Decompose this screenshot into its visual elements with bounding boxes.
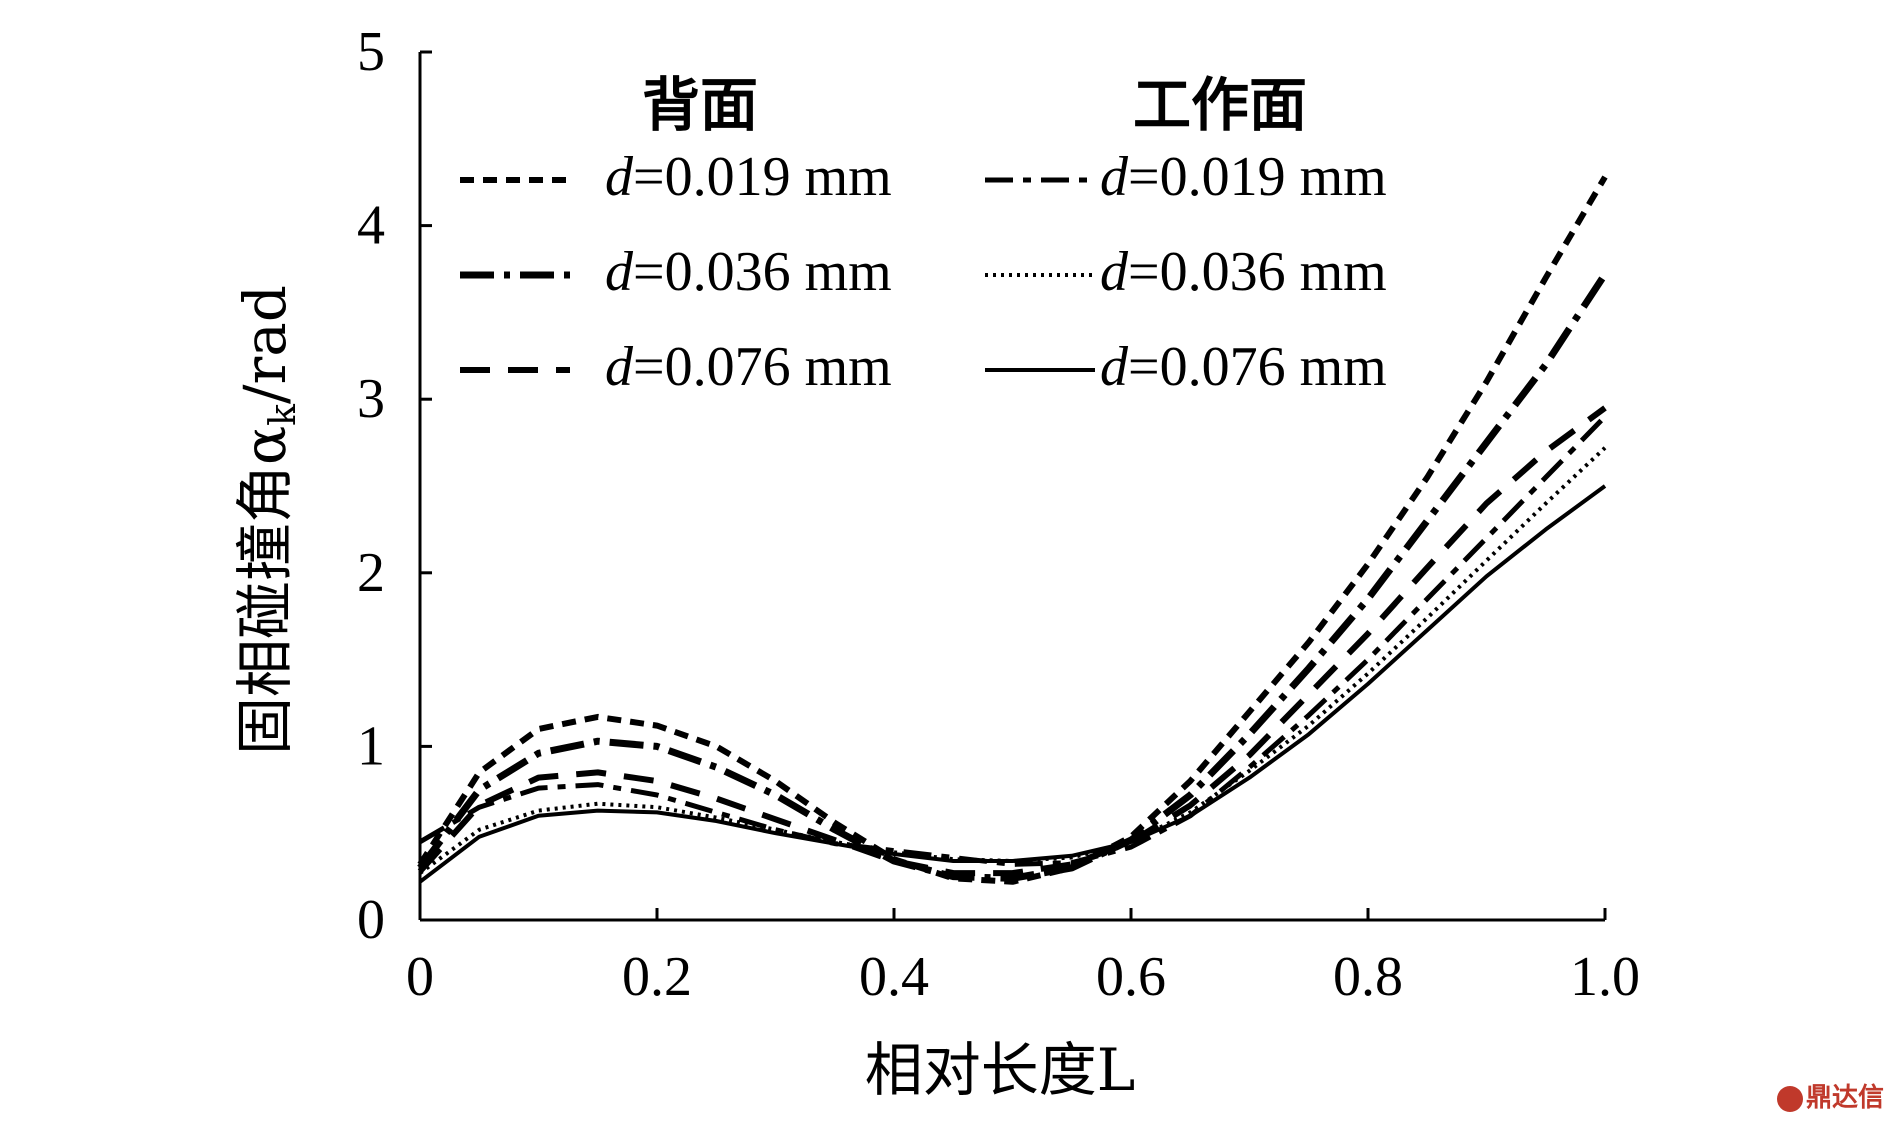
x-tick-label: 0.4 xyxy=(859,946,929,1008)
series-line-6 xyxy=(418,484,1607,884)
y-tick-label: 5 xyxy=(357,21,385,83)
y-tick-label: 0 xyxy=(357,889,385,951)
watermark: 鼎达信 xyxy=(1776,1077,1884,1114)
series-line-3 xyxy=(417,405,1607,877)
watermark-logo-icon xyxy=(1776,1085,1803,1112)
x-tick-label: 0.6 xyxy=(1096,946,1166,1008)
x-tick-label: 0.8 xyxy=(1333,946,1403,1008)
x-tick-label: 0.2 xyxy=(622,946,692,1008)
legend-entry-label: d=0.076 mm xyxy=(1100,336,1387,398)
y-axis-label: 固相碰撞角αk/rad xyxy=(231,285,304,755)
legend-group-title: 工作面 xyxy=(1133,71,1307,139)
legend-entry-label: d=0.036 mm xyxy=(605,241,892,303)
legend-entry-label: d=0.076 mm xyxy=(605,336,892,398)
watermark-text: 鼎达信 xyxy=(1805,1083,1884,1113)
series-layer xyxy=(417,175,1608,885)
x-tick-label: 0 xyxy=(406,946,434,1008)
x-axis-label: 相对长度L xyxy=(865,1036,1136,1104)
y-tick-label: 4 xyxy=(357,195,385,257)
series-line-5 xyxy=(418,446,1607,875)
legend-entry-label: d=0.019 mm xyxy=(1100,146,1387,208)
y-tick-label: 1 xyxy=(357,715,385,777)
legend-entry-label: d=0.019 mm xyxy=(605,146,892,208)
legend: 背面 d=0.019 mm d=0.036 mm d=0.076 mm 工作面 d=0.0… xyxy=(460,71,1387,398)
series-line-2 xyxy=(417,272,1608,882)
y-tick-label: 2 xyxy=(357,542,385,604)
legend-entry-label: d=0.036 mm xyxy=(1100,241,1387,303)
series-line-4 xyxy=(418,414,1607,867)
y-tick-label: 3 xyxy=(357,368,385,430)
series-line-1 xyxy=(417,175,1608,885)
legend-group-title: 背面 xyxy=(642,71,758,139)
x-tick-label: 1.0 xyxy=(1570,946,1640,1008)
axes: 0 0.2 0.4 0.6 0.8 1.0 0 1 2 3 4 5 xyxy=(357,21,1640,1008)
